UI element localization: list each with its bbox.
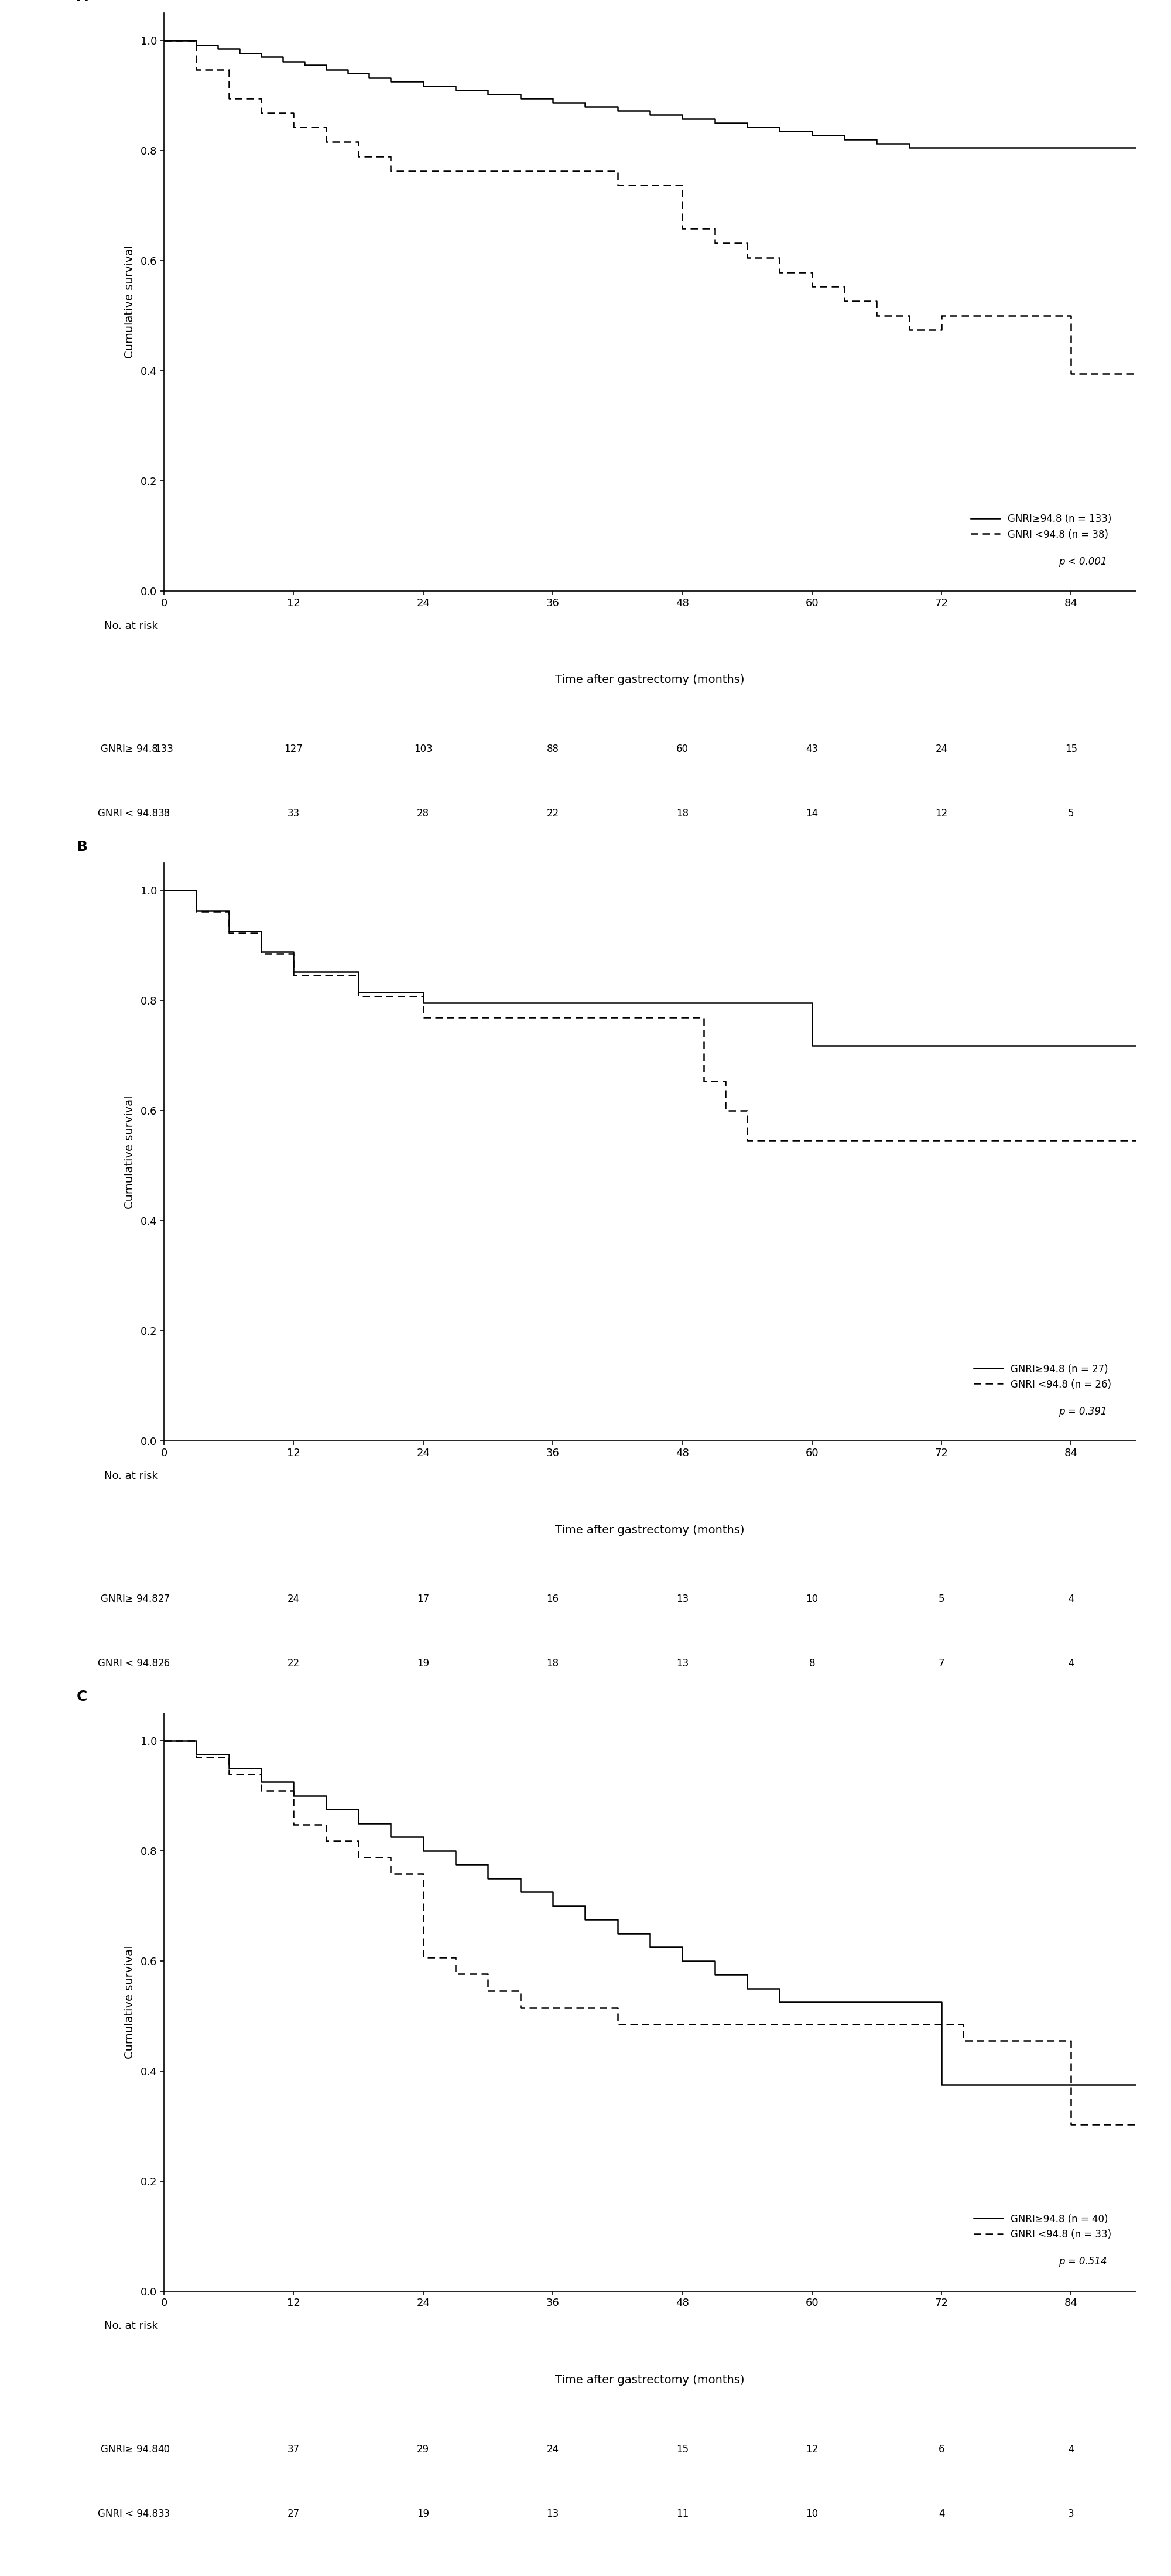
Text: GNRI < 94.8: GNRI < 94.8: [97, 2509, 158, 2519]
Text: 7: 7: [938, 1659, 945, 1669]
Y-axis label: Cumulative survival: Cumulative survival: [124, 1095, 136, 1208]
Y-axis label: Cumulative survival: Cumulative survival: [124, 1945, 136, 2058]
Text: 18: 18: [547, 1659, 559, 1669]
Text: 38: 38: [158, 809, 170, 819]
Text: GNRI≥ 94.8: GNRI≥ 94.8: [101, 2445, 158, 2455]
Text: 4: 4: [1068, 2445, 1074, 2455]
Text: 12: 12: [936, 809, 947, 819]
Text: 27: 27: [158, 1595, 170, 1605]
Text: Time after gastrectomy (months): Time after gastrectomy (months): [555, 2375, 745, 2385]
Text: 103: 103: [413, 744, 432, 755]
Text: Time after gastrectomy (months): Time after gastrectomy (months): [555, 675, 745, 685]
Text: 27: 27: [287, 2509, 300, 2519]
Text: 13: 13: [676, 1595, 689, 1605]
Legend: GNRI≥94.8 (n = 133), GNRI <94.8 (n = 38): GNRI≥94.8 (n = 133), GNRI <94.8 (n = 38): [971, 513, 1111, 541]
Text: p = 0.391: p = 0.391: [1059, 1406, 1107, 1417]
Text: 18: 18: [676, 809, 689, 819]
Y-axis label: Cumulative survival: Cumulative survival: [124, 245, 136, 358]
Legend: GNRI≥94.8 (n = 27), GNRI <94.8 (n = 26): GNRI≥94.8 (n = 27), GNRI <94.8 (n = 26): [974, 1363, 1111, 1391]
Text: GNRI < 94.8: GNRI < 94.8: [97, 809, 158, 819]
Text: 133: 133: [155, 744, 173, 755]
Text: 15: 15: [676, 2445, 689, 2455]
Text: 22: 22: [287, 1659, 300, 1669]
Text: 43: 43: [806, 744, 819, 755]
Text: 127: 127: [285, 744, 303, 755]
Text: 4: 4: [938, 2509, 945, 2519]
Text: GNRI≥ 94.8: GNRI≥ 94.8: [101, 744, 158, 755]
Text: 24: 24: [287, 1595, 300, 1605]
Text: No. at risk: No. at risk: [104, 621, 158, 631]
Text: GNRI≥ 94.8: GNRI≥ 94.8: [101, 1595, 158, 1605]
Text: No. at risk: No. at risk: [104, 2321, 158, 2331]
Text: p < 0.001: p < 0.001: [1059, 556, 1107, 567]
Text: 37: 37: [287, 2445, 300, 2455]
Text: 10: 10: [806, 1595, 819, 1605]
Text: 60: 60: [676, 744, 689, 755]
Text: 19: 19: [417, 1659, 430, 1669]
Text: 29: 29: [417, 2445, 430, 2455]
Text: 19: 19: [417, 2509, 430, 2519]
Text: 13: 13: [676, 1659, 689, 1669]
Text: Time after gastrectomy (months): Time after gastrectomy (months): [555, 1525, 745, 1535]
Text: 5: 5: [1068, 809, 1074, 819]
Text: 10: 10: [806, 2509, 819, 2519]
Text: 8: 8: [809, 1659, 815, 1669]
Text: 12: 12: [806, 2445, 819, 2455]
Text: 28: 28: [417, 809, 430, 819]
Text: 6: 6: [938, 2445, 945, 2455]
Text: 24: 24: [936, 744, 947, 755]
Text: 11: 11: [676, 2509, 689, 2519]
Text: 13: 13: [547, 2509, 559, 2519]
Text: 17: 17: [417, 1595, 430, 1605]
Text: p = 0.514: p = 0.514: [1059, 2257, 1107, 2267]
Text: 14: 14: [806, 809, 819, 819]
Text: B: B: [76, 840, 88, 853]
Legend: GNRI≥94.8 (n = 40), GNRI <94.8 (n = 33): GNRI≥94.8 (n = 40), GNRI <94.8 (n = 33): [974, 2213, 1111, 2241]
Text: 88: 88: [547, 744, 559, 755]
Text: 26: 26: [158, 1659, 170, 1669]
Text: 15: 15: [1064, 744, 1077, 755]
Text: 40: 40: [158, 2445, 170, 2455]
Text: 24: 24: [547, 2445, 559, 2455]
Text: 16: 16: [547, 1595, 559, 1605]
Text: 5: 5: [938, 1595, 945, 1605]
Text: 4: 4: [1068, 1595, 1074, 1605]
Text: A: A: [76, 0, 88, 3]
Text: C: C: [76, 1690, 87, 1703]
Text: 33: 33: [158, 2509, 170, 2519]
Text: No. at risk: No. at risk: [104, 1471, 158, 1481]
Text: 4: 4: [1068, 1659, 1074, 1669]
Text: 33: 33: [287, 809, 300, 819]
Text: 3: 3: [1068, 2509, 1074, 2519]
Text: 22: 22: [547, 809, 559, 819]
Text: GNRI < 94.8: GNRI < 94.8: [97, 1659, 158, 1669]
